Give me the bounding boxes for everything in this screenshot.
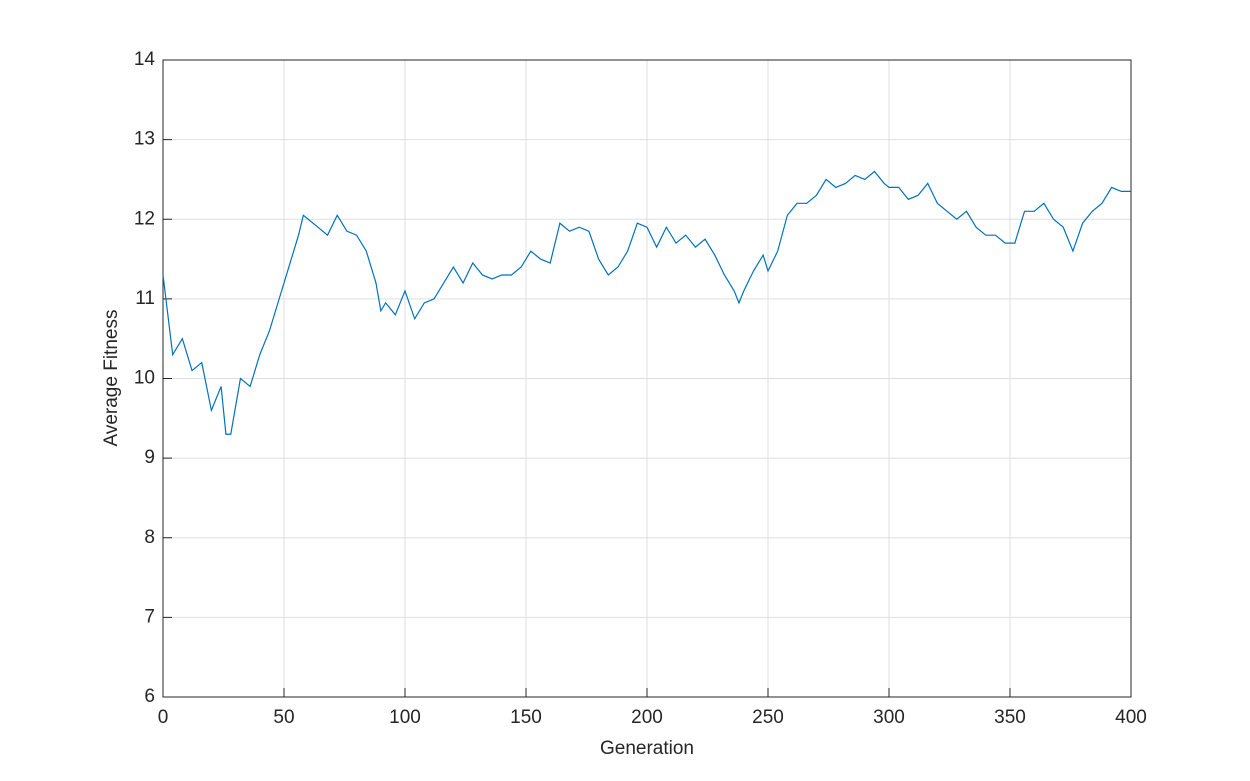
y-tick-label: 14 bbox=[134, 49, 156, 70]
x-tick-label: 300 bbox=[873, 707, 905, 728]
y-tick-label: 13 bbox=[134, 129, 155, 150]
y-tick-label: 9 bbox=[144, 447, 155, 468]
y-tick-label: 6 bbox=[144, 686, 155, 707]
x-tick-label: 200 bbox=[631, 707, 663, 728]
y-tick-label: 8 bbox=[144, 527, 155, 548]
plot-frame bbox=[162, 59, 1132, 698]
x-tick-label: 400 bbox=[1115, 707, 1147, 728]
x-axis-label: Generation bbox=[600, 738, 694, 759]
x-tick-label: 50 bbox=[273, 707, 294, 728]
x-tick-label: 100 bbox=[389, 707, 421, 728]
y-tick-label: 7 bbox=[144, 606, 155, 627]
y-tick-label: 11 bbox=[135, 288, 155, 309]
x-tick-label: 150 bbox=[510, 707, 542, 728]
y-axis-label: Average Fitness bbox=[101, 310, 122, 447]
y-tick-label: 10 bbox=[134, 368, 155, 389]
data-line bbox=[162, 170, 1131, 435]
y-tick-label: 12 bbox=[134, 208, 155, 229]
x-tick-label: 350 bbox=[994, 707, 1026, 728]
x-tick-label: 250 bbox=[752, 707, 784, 728]
x-tick-label: 0 bbox=[158, 707, 169, 728]
